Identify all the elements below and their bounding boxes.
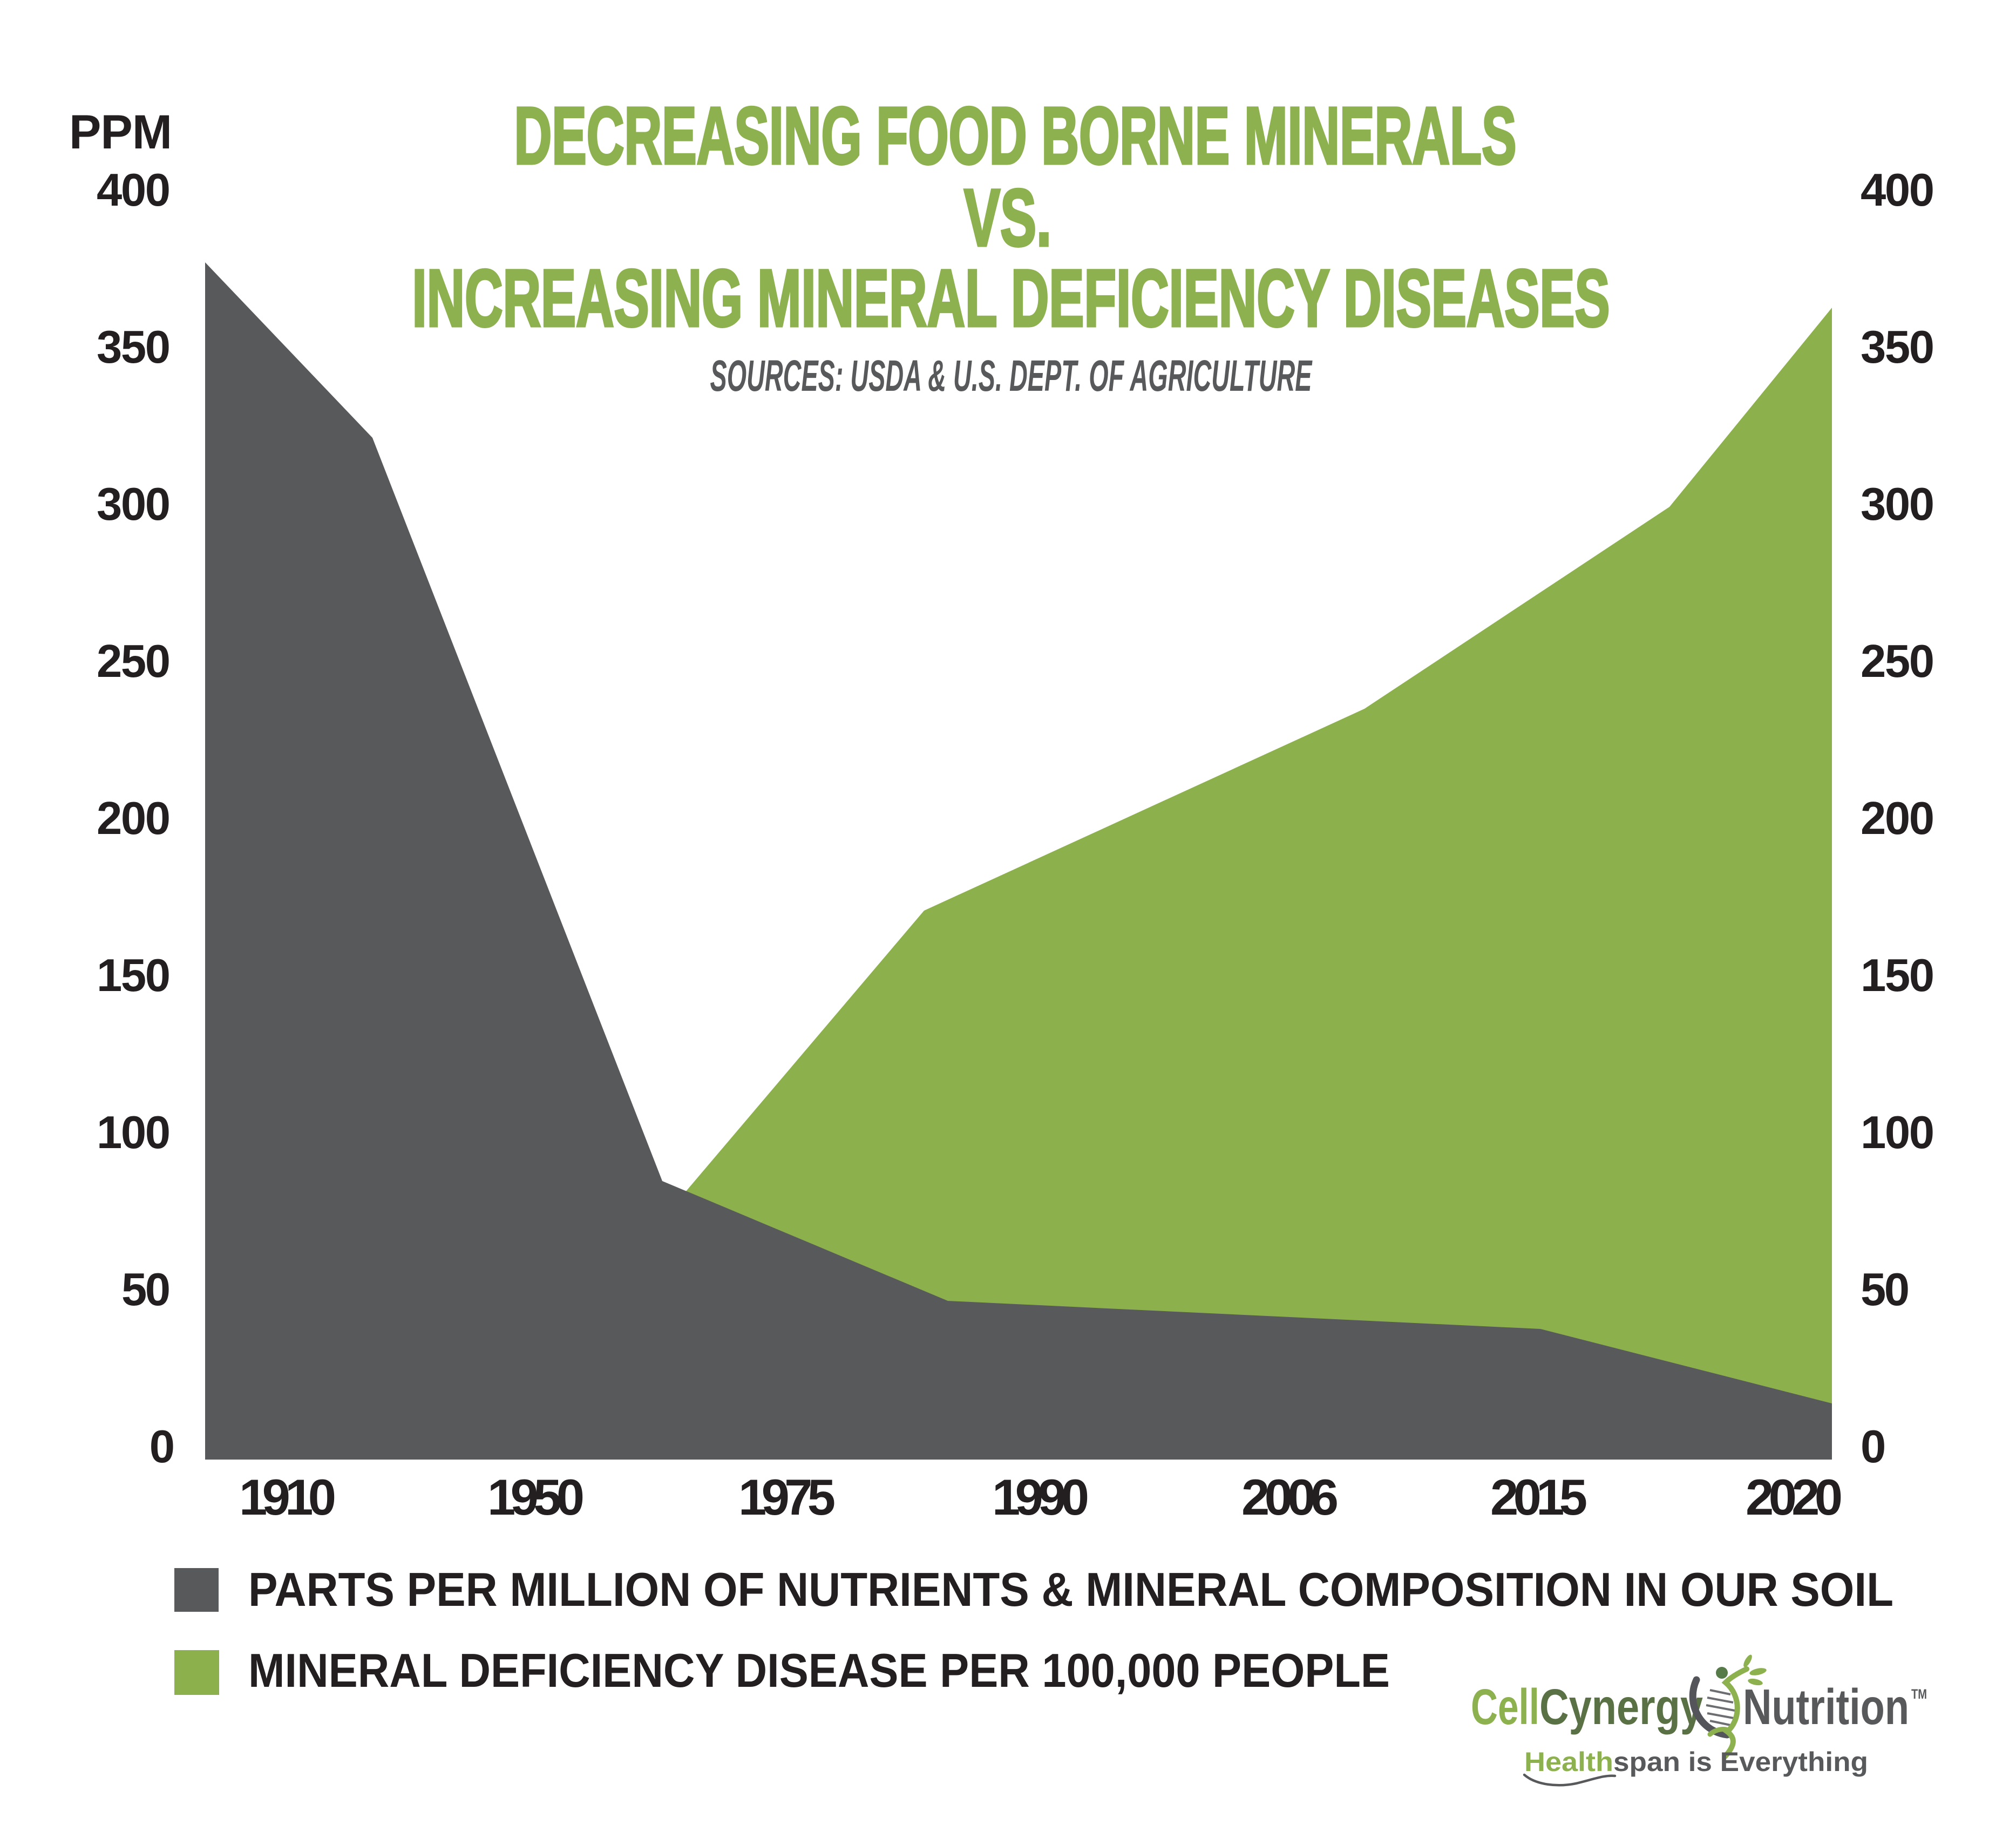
svg-text:2015: 2015 <box>1490 1469 1587 1525</box>
svg-text:0: 0 <box>1861 1421 1886 1473</box>
svg-text:PPM: PPM <box>69 105 172 159</box>
svg-text:span is Everything: span is Everything <box>1613 1747 1868 1777</box>
svg-text:100: 100 <box>97 1107 171 1158</box>
svg-text:400: 400 <box>1861 165 1934 216</box>
svg-text:250: 250 <box>97 636 171 687</box>
svg-text:200: 200 <box>1861 793 1934 844</box>
svg-text:0: 0 <box>150 1421 175 1473</box>
svg-text:2020: 2020 <box>1746 1469 1843 1525</box>
svg-text:300: 300 <box>97 479 171 530</box>
svg-text:Cynergy: Cynergy <box>1539 1679 1703 1735</box>
svg-text:100: 100 <box>1861 1107 1934 1158</box>
svg-text:1990: 1990 <box>992 1469 1089 1525</box>
svg-text:PARTS PER MILLION OF NUTRIENTS: PARTS PER MILLION OF NUTRIENTS & MINERAL… <box>248 1563 1893 1616</box>
svg-text:SOURCES: USDA & U.S. DEPT. OF: SOURCES: USDA & U.S. DEPT. OF AGRICULTUR… <box>710 351 1313 401</box>
svg-text:MINERAL DEFICIENCY DISEASE PER: MINERAL DEFICIENCY DISEASE PER 100,000 P… <box>248 1644 1390 1697</box>
svg-text:1950: 1950 <box>487 1469 585 1525</box>
svg-text:Cell: Cell <box>1471 1679 1539 1735</box>
svg-text:300: 300 <box>1861 479 1934 530</box>
svg-text:1910: 1910 <box>239 1469 336 1525</box>
svg-text:Nutrition: Nutrition <box>1743 1679 1909 1735</box>
svg-text:INCREASING MINERAL DEFICIENCY: INCREASING MINERAL DEFICIENCY DISEASES <box>412 253 1610 343</box>
svg-text:150: 150 <box>97 950 171 1001</box>
svg-text:50: 50 <box>1861 1264 1910 1315</box>
svg-text:350: 350 <box>1861 322 1934 373</box>
svg-text:1975: 1975 <box>738 1469 836 1525</box>
svg-text:DECREASING FOOD BORNE MINERALS: DECREASING FOOD BORNE MINERALS <box>514 90 1517 181</box>
svg-text:VS.: VS. <box>964 172 1051 263</box>
svg-text:TM: TM <box>1911 1687 1927 1702</box>
svg-text:200: 200 <box>97 793 171 844</box>
svg-text:350: 350 <box>97 322 171 373</box>
svg-text:2006: 2006 <box>1241 1469 1339 1525</box>
svg-text:250: 250 <box>1861 636 1934 687</box>
svg-text:150: 150 <box>1861 950 1934 1001</box>
svg-text:400: 400 <box>97 165 171 216</box>
svg-text:50: 50 <box>121 1264 171 1315</box>
svg-text:Health: Health <box>1524 1747 1613 1777</box>
